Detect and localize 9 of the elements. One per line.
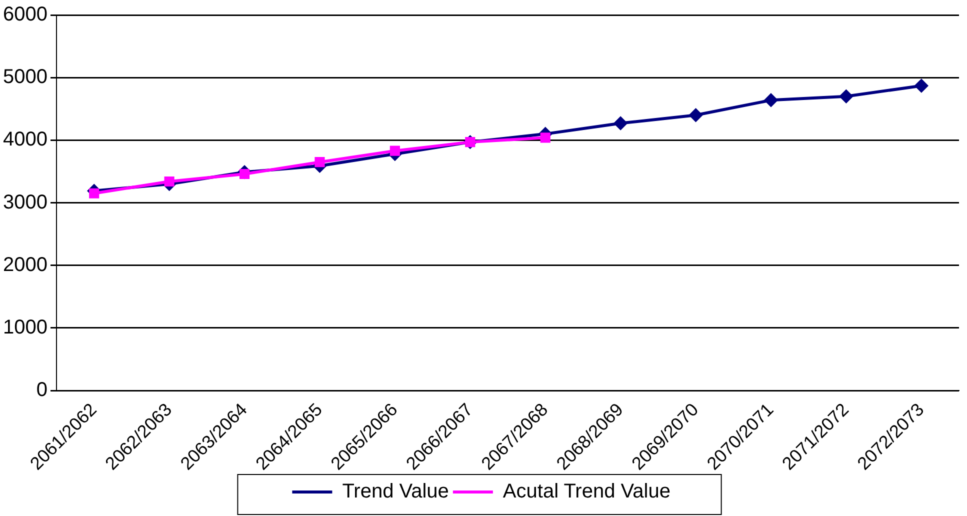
legend-label: Trend Value (342, 480, 449, 503)
y-tick-label: 5000 (2, 66, 48, 88)
legend-label: Acutal Trend Value (502, 480, 670, 503)
y-tick-label: 1000 (2, 316, 48, 338)
y-tick-label: 4000 (2, 128, 48, 151)
y-tick-label: 2000 (2, 254, 48, 276)
y-tick-label: 6000 (2, 4, 48, 26)
y-tick-label: 0 (36, 379, 48, 402)
y-tick-label: 3000 (2, 191, 48, 214)
